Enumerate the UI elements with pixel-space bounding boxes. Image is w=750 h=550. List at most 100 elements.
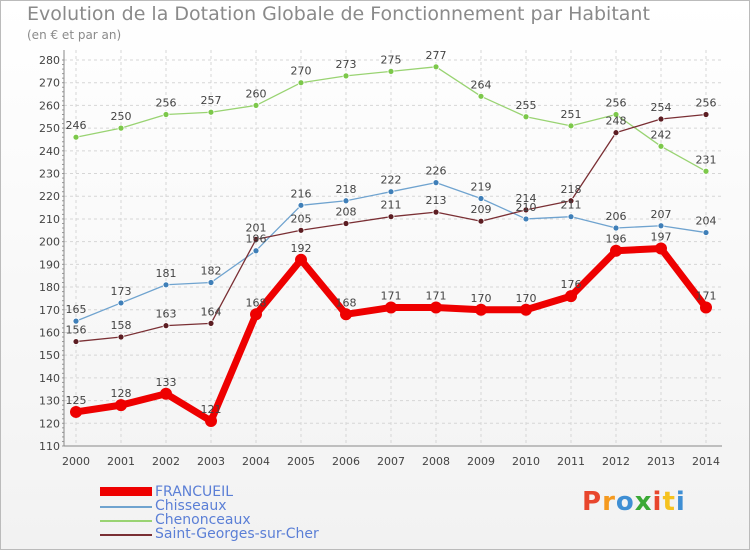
data-point: [295, 253, 307, 266]
data-label: 254: [651, 101, 672, 114]
data-point: [250, 308, 262, 321]
legend-swatch-saint-georges: [100, 534, 152, 536]
data-label: 171: [696, 289, 717, 302]
data-point: [432, 208, 440, 216]
data-point: [162, 111, 170, 118]
data-label: 256: [156, 96, 177, 109]
data-label: 264: [471, 78, 492, 91]
data-label: 246: [66, 119, 87, 132]
data-label: 201: [246, 221, 267, 234]
data-point: [387, 188, 395, 196]
data-label: 275: [381, 53, 402, 66]
chart-title: Evolution de la Dotation Globale de Fonc…: [27, 3, 650, 25]
data-point: [702, 229, 710, 236]
data-label: 128: [111, 387, 132, 400]
data-label: 197: [651, 230, 672, 243]
data-point: [657, 142, 665, 150]
logo-letter: x: [634, 487, 653, 517]
data-point: [475, 303, 487, 316]
logo-letter: P: [582, 487, 603, 517]
data-point: [252, 235, 260, 243]
data-point: [612, 111, 620, 118]
data-point: [522, 206, 530, 214]
y-tick-label: 250: [39, 122, 60, 135]
data-point: [342, 197, 350, 205]
data-point: [702, 111, 710, 118]
y-tick-label: 170: [39, 304, 60, 317]
data-label: 219: [471, 181, 492, 194]
legend-label-chisseaux: Chisseaux: [155, 498, 227, 514]
data-point: [70, 405, 82, 418]
data-point: [297, 226, 305, 234]
y-tick-label: 280: [39, 54, 60, 67]
x-tick-label: 2010: [512, 455, 540, 468]
logo-letter: t: [662, 487, 676, 517]
data-label: 171: [426, 289, 447, 302]
data-point: [207, 279, 215, 286]
logo-letter: r: [602, 487, 616, 517]
data-label: 250: [111, 110, 132, 123]
data-point: [567, 213, 575, 221]
data-label: 205: [291, 212, 312, 225]
data-point: [117, 124, 125, 132]
x-tick-label: 2013: [647, 455, 675, 468]
data-point: [387, 213, 395, 221]
data-label: 277: [426, 49, 447, 62]
data-label: 170: [516, 292, 537, 305]
data-label: 121: [201, 403, 222, 416]
data-label: 211: [561, 199, 582, 212]
data-point: [700, 301, 712, 314]
chart-subtitle: (en € et par an): [27, 28, 122, 42]
data-point: [567, 122, 575, 130]
data-point: [72, 133, 80, 141]
legend-label-chenonceaux: Chenonceaux: [155, 512, 251, 528]
data-point: [567, 197, 575, 205]
data-point: [342, 72, 350, 80]
data-label: 206: [606, 210, 627, 223]
data-label: 171: [381, 289, 402, 302]
data-point: [477, 195, 485, 202]
x-tick-label: 2007: [377, 455, 405, 468]
data-label: 251: [561, 108, 582, 121]
x-tick-label: 2011: [557, 455, 585, 468]
x-tick-label: 2006: [332, 455, 360, 468]
x-tick-label: 2009: [467, 455, 495, 468]
logo-letter: i: [652, 487, 663, 517]
data-label: 226: [426, 165, 447, 178]
data-point: [522, 215, 530, 223]
data-point: [117, 299, 125, 307]
x-tick-label: 2008: [422, 455, 450, 468]
data-point: [432, 63, 440, 71]
y-tick-label: 110: [39, 440, 60, 453]
legend-swatch-chenonceaux: [100, 520, 152, 522]
data-point: [207, 319, 215, 327]
data-point: [610, 244, 622, 257]
data-label: 170: [471, 292, 492, 305]
data-label: 182: [201, 265, 222, 278]
data-point: [72, 338, 80, 345]
data-point: [655, 242, 667, 255]
data-label: 165: [66, 303, 87, 316]
data-label: 231: [696, 153, 717, 166]
data-point: [565, 290, 577, 303]
data-point: [520, 303, 532, 316]
legend-swatch-chisseaux: [100, 506, 152, 508]
data-label: 196: [606, 233, 627, 246]
x-tick-label: 2012: [602, 455, 630, 468]
y-tick-label: 180: [39, 281, 60, 294]
data-point: [252, 247, 260, 255]
data-label: 133: [156, 376, 177, 389]
x-tick-label: 2003: [197, 455, 225, 468]
y-tick-label: 120: [39, 417, 60, 430]
y-tick-label: 220: [39, 190, 60, 203]
y-tick-label: 210: [39, 213, 60, 226]
y-tick-label: 260: [39, 99, 60, 112]
y-tick-label: 230: [39, 168, 60, 181]
data-point: [115, 399, 127, 412]
data-point: [297, 79, 305, 87]
data-point: [387, 67, 395, 75]
data-point: [162, 322, 170, 330]
data-point: [117, 333, 125, 341]
data-label: 218: [561, 183, 582, 196]
